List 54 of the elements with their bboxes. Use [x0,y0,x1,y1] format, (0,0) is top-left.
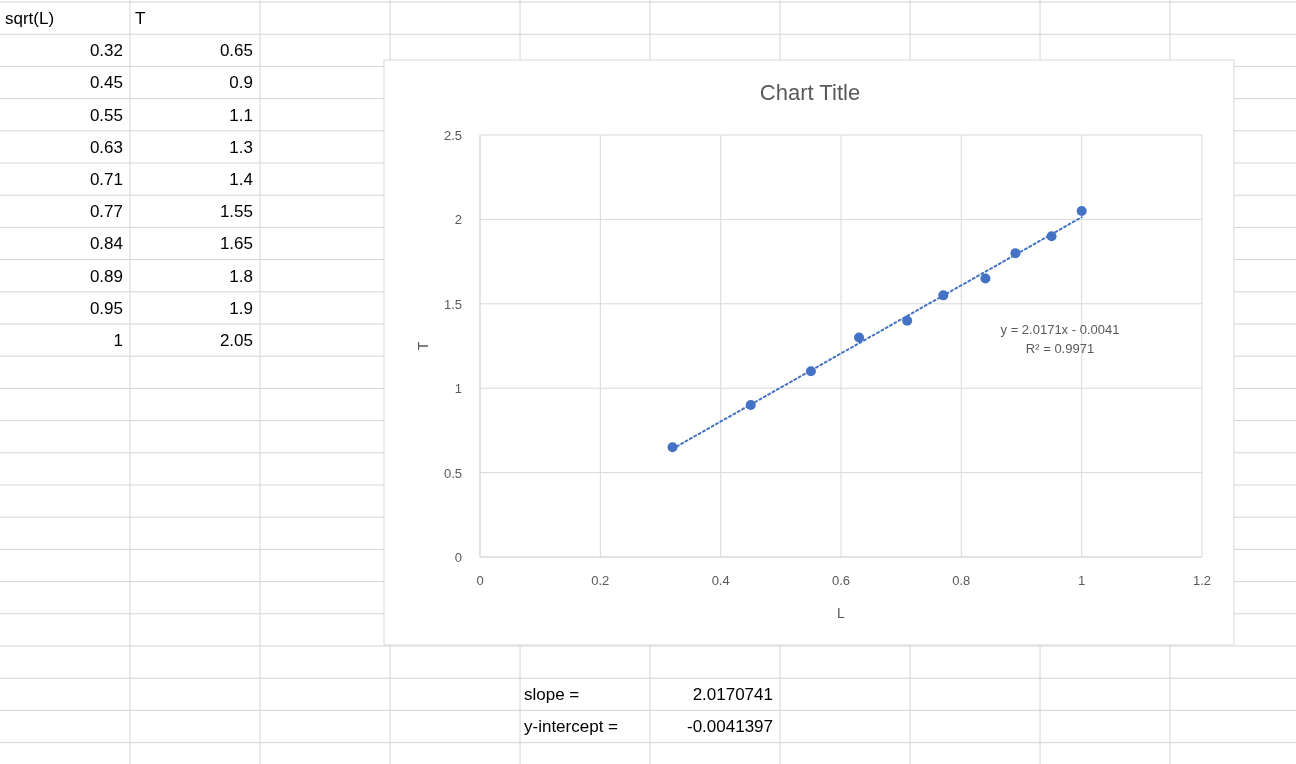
text: 2.0170741 [692,685,773,705]
point [805,366,816,377]
point [1046,231,1057,242]
text: 1.55 [219,202,253,222]
text: 1.3 [229,137,253,157]
annotation: R² = 0.9971 [1025,341,1095,356]
x-tick-label: 1.2 [1192,573,1212,588]
text: 1.9 [229,298,253,318]
text: 0.77 [89,202,123,222]
text: 1.4 [229,170,253,189]
y-tick-label: 1.5 [443,296,462,312]
annotation: y = 2.0171x - 0.0041 [1000,322,1120,337]
text: 1 [113,331,123,350]
text: y-intercept = [524,717,619,737]
y-tick-label: 2 [454,212,462,228]
text: -0.0041397 [686,717,773,737]
text: 1.1 [229,105,253,125]
point [745,400,756,411]
x-tick-label: 1 [1078,573,1086,588]
text: T [135,9,146,28]
text: slope = [524,685,580,705]
chart-title: Chart Title [759,80,861,105]
point [1010,248,1021,259]
y-tick-label: 0 [454,550,462,565]
text: 0.63 [89,137,123,157]
point [980,273,991,284]
text: 0.89 [89,266,123,286]
x-tick-label: 0 [476,573,484,588]
text: sqrt(L) [5,9,55,28]
text: 2.05 [219,331,253,350]
y-tick-label: 2.5 [443,128,462,143]
text: 0.95 [89,298,123,318]
text: 0.9 [229,73,253,93]
x-tick-label: 0.2 [591,573,610,588]
x-axis-title: L [837,605,846,621]
point [854,332,865,343]
text: 1.8 [229,266,253,286]
text: 0.71 [89,170,123,189]
text: 0.32 [89,41,123,61]
text: 0.84 [89,234,123,254]
text: 0.55 [89,105,123,125]
x-tick-label: 0.4 [711,573,730,588]
text: 1.65 [219,234,253,254]
text: 0.65 [219,41,253,61]
point [667,442,678,453]
text: 0.45 [89,73,123,93]
y-axis-title: T [415,341,431,351]
point [902,315,913,326]
point [1076,205,1087,216]
y-tick-label: 0.5 [443,465,462,481]
y-tick-label: 1 [454,381,462,397]
x-tick-label: 0.8 [952,573,971,588]
point [938,290,949,301]
x-tick-label: 0.6 [831,573,851,588]
